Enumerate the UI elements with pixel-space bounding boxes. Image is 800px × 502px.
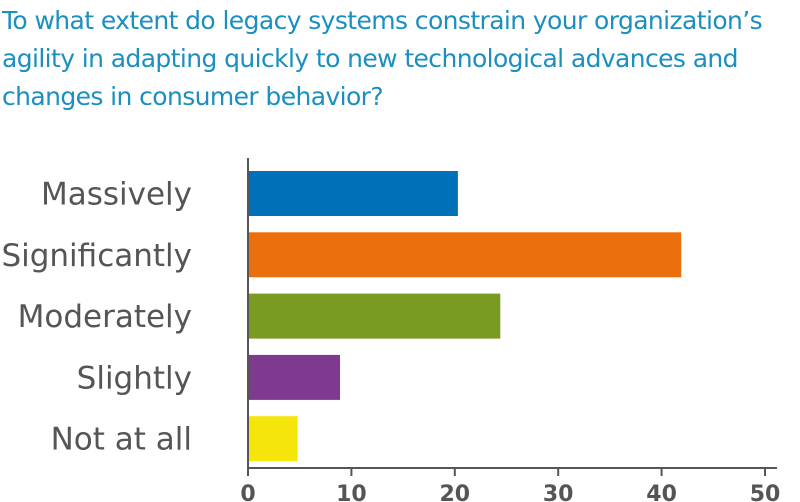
bar-massively — [248, 171, 458, 216]
x-tick-label-30: 30 — [543, 482, 574, 502]
chart-title: To what extent do legacy systems constra… — [2, 6, 763, 111]
axis-layer — [247, 158, 777, 476]
x-tick-label-40: 40 — [646, 482, 677, 502]
category-label-slightly: Slightly — [77, 360, 192, 396]
category-label-massively: Massively — [41, 177, 192, 213]
bar-slightly — [248, 354, 341, 400]
bar-moderately — [248, 293, 501, 339]
bar-significantly — [248, 232, 682, 278]
category-label-significantly: Significantly — [1, 238, 192, 274]
x-tick-label-0: 0 — [240, 482, 255, 502]
x-tick-label-20: 20 — [439, 482, 470, 502]
x-tick-label-10: 10 — [336, 482, 367, 502]
labels-layer: Massively Significantly Moderately Slightly… — [1, 177, 780, 502]
category-label-not-at-all: Not at all — [51, 422, 192, 458]
bar-not-at-all — [248, 416, 298, 462]
category-label-moderately: Moderately — [18, 299, 192, 335]
x-tick-label-50: 50 — [750, 482, 781, 502]
bars-layer — [248, 171, 682, 462]
